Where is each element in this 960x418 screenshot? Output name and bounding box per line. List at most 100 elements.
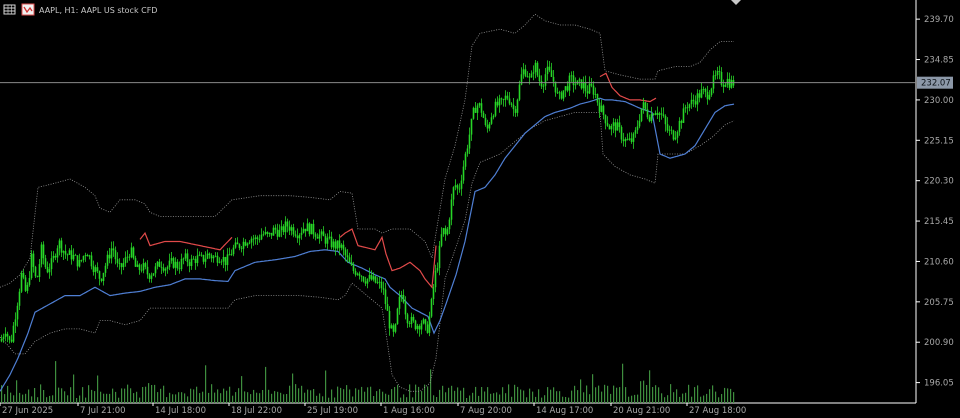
lower-band-line [0, 97, 735, 392]
candle [288, 220, 291, 235]
volume-bar [64, 391, 66, 403]
candle [660, 107, 663, 120]
volume-bar [322, 396, 324, 403]
candle [596, 93, 599, 106]
volume-bar [178, 392, 180, 403]
volume-bar [553, 387, 555, 403]
candle [376, 277, 379, 285]
candle [428, 311, 431, 337]
candle [712, 70, 715, 94]
candle [232, 244, 235, 257]
candle [696, 89, 699, 112]
volume-bar [43, 390, 45, 403]
volume-bar [526, 397, 528, 403]
triangle-down-icon[interactable] [731, 0, 741, 5]
candle [248, 240, 251, 245]
volume-bar [649, 370, 651, 403]
volume-bar [673, 392, 675, 403]
volume-bar [76, 398, 78, 403]
candle [414, 319, 417, 331]
volume-bar [568, 397, 570, 403]
candle [104, 262, 107, 277]
candle [4, 327, 7, 342]
volume-bar [562, 396, 564, 403]
candle [272, 225, 275, 236]
volume-bar [121, 388, 123, 403]
candle [84, 252, 87, 262]
candle [560, 90, 563, 100]
volume-bar [190, 388, 192, 403]
candle [628, 132, 631, 141]
volume-bar [253, 389, 255, 403]
volume-bar [13, 395, 15, 403]
candle [362, 276, 365, 283]
volume-bar [67, 395, 69, 403]
volume-bar [625, 387, 627, 403]
candle [188, 259, 191, 273]
volume-bar [547, 387, 549, 403]
candle [48, 263, 51, 279]
volume-bar [193, 389, 195, 403]
volume-bar [472, 392, 474, 403]
volume-bar [481, 387, 483, 403]
volume-bar [232, 395, 234, 403]
candle [286, 218, 289, 233]
volume-bar [403, 394, 405, 403]
candle [460, 174, 463, 196]
candle [70, 245, 73, 265]
candle [668, 125, 671, 136]
candle [364, 276, 367, 287]
volume-bar [475, 386, 477, 403]
volume-bar [211, 384, 213, 403]
volume-bar [124, 388, 126, 403]
candle [368, 267, 371, 282]
volume-bar [670, 384, 672, 403]
candle [502, 98, 505, 107]
candle [676, 130, 679, 144]
chart-header: AAPL, H1: AAPL US stock CFD [3, 3, 157, 16]
volume-bar [436, 397, 438, 403]
candle [112, 241, 115, 257]
candle [242, 237, 245, 256]
candle [670, 126, 673, 135]
volume-bar [154, 384, 156, 403]
candle [156, 261, 159, 270]
volume-bar [151, 385, 153, 403]
candle [404, 296, 407, 320]
candle [606, 116, 609, 127]
volume-bar [598, 385, 600, 403]
volume-bar [484, 391, 486, 403]
volume-bar [262, 390, 264, 403]
candle [28, 271, 31, 287]
y-axis-ticks: 239.70 234.85 230.00 225.15 220.30 215.45 210.… [916, 15, 954, 389]
candle [66, 253, 69, 261]
chart-window-icon[interactable] [21, 3, 35, 16]
candle [544, 68, 547, 90]
volume-bar [166, 397, 168, 403]
candle [652, 113, 655, 116]
x-tick-label: 14 Jul 18:00 [155, 406, 206, 416]
candle [496, 96, 499, 108]
candle [30, 250, 33, 280]
volume-bar [595, 387, 597, 403]
grid-icon[interactable] [3, 4, 16, 15]
candle [132, 246, 135, 260]
candle [324, 233, 327, 248]
candle [258, 234, 261, 243]
volume-bar [160, 388, 162, 403]
volume-bar [502, 387, 504, 403]
candle [604, 114, 607, 130]
x-tick-label: 20 Aug 21:00 [613, 406, 670, 416]
candle [326, 233, 329, 250]
candle [378, 276, 381, 289]
volume-bar [1, 385, 3, 403]
candle [68, 248, 71, 255]
volume-bar [28, 389, 30, 403]
volume-bar [163, 385, 165, 403]
candle [470, 118, 473, 141]
volume-bar [7, 385, 9, 403]
candle [280, 220, 283, 238]
band-lines [0, 72, 735, 392]
volume-bar [415, 384, 417, 403]
